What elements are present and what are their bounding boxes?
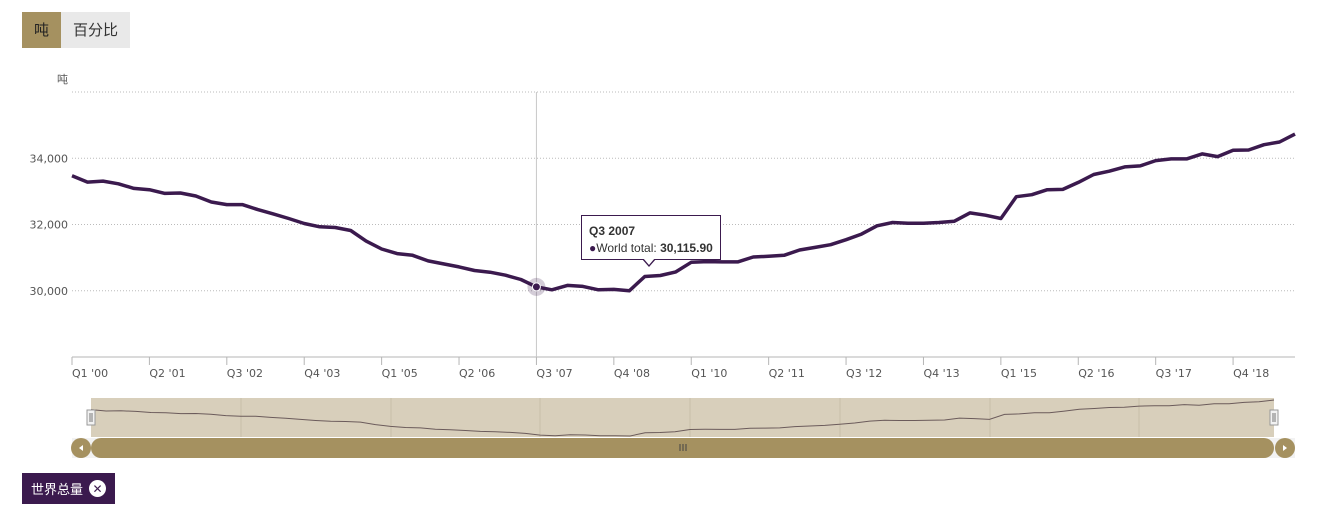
x-tick-label: Q1 '05	[382, 367, 418, 380]
y-axis-ticks: 30,000 32,000 34,000	[30, 152, 69, 298]
x-tick-label: Q4 '03	[304, 367, 340, 380]
navigator-right-handle[interactable]	[1269, 409, 1279, 426]
tooltip-series-dot-icon: ●	[589, 241, 597, 255]
x-tick-label: Q1 '10	[691, 367, 727, 380]
x-tick-label: Q4 '18	[1233, 367, 1269, 380]
series-line-world-total[interactable]	[71, 132, 1296, 293]
chevron-right-icon	[1283, 445, 1287, 451]
tooltip-title: Q3 2007	[589, 224, 636, 238]
legend-chip-world-total[interactable]: 世界总量 ✕	[22, 473, 116, 504]
navigator-grid	[240, 398, 1140, 437]
unit-ton-button[interactable]: 吨	[22, 12, 62, 48]
highlight-point[interactable]	[531, 282, 541, 292]
unit-percent-button[interactable]: 百分比	[61, 12, 131, 48]
x-tick-label: Q4 '13	[923, 367, 959, 380]
legend-chip-label: 世界总量	[31, 483, 84, 498]
x-tick-label: Q3 '07	[536, 367, 572, 380]
tooltip-series-name: World total:	[596, 241, 657, 255]
grid	[72, 91, 1295, 292]
x-tick-label: Q2 '11	[769, 367, 805, 380]
chevron-left-icon	[79, 445, 83, 451]
x-tick-label: Q1 '15	[1001, 367, 1037, 380]
x-tick-label: Q2 '01	[149, 367, 185, 380]
x-tick-label: Q1 '00	[72, 367, 108, 380]
unit-toggle: 吨 百分比	[22, 12, 131, 48]
navigator-series-line	[90, 399, 1275, 437]
close-icon[interactable]: ✕	[89, 480, 107, 497]
x-tick-label: Q3 '02	[227, 367, 263, 380]
y-tick-label: 32,000	[30, 219, 69, 232]
x-axis-ticks: Q1 '00 Q2 '01 Q3 '02 Q4 '03 Q1 '05 Q2 '06 Q3 '…	[71, 357, 1269, 380]
y-axis-title: 吨	[57, 73, 68, 86]
tooltip: Q3 2007 ●World total: 30,115.90	[581, 215, 721, 260]
x-tick-label: Q3 '17	[1156, 367, 1192, 380]
x-tick-label: Q2 '06	[459, 367, 495, 380]
y-tick-label: 34,000	[30, 152, 69, 165]
scrollbar-grip	[679, 444, 687, 451]
x-tick-label: Q4 '08	[614, 367, 650, 380]
tooltip-arrow-inner	[643, 258, 655, 265]
y-tick-label: 30,000	[30, 285, 69, 298]
x-tick-label: Q3 '12	[846, 367, 882, 380]
x-tick-label: Q2 '16	[1078, 367, 1114, 380]
tooltip-value: 30,115.90	[660, 241, 713, 255]
navigator-left-handle[interactable]	[86, 409, 96, 426]
